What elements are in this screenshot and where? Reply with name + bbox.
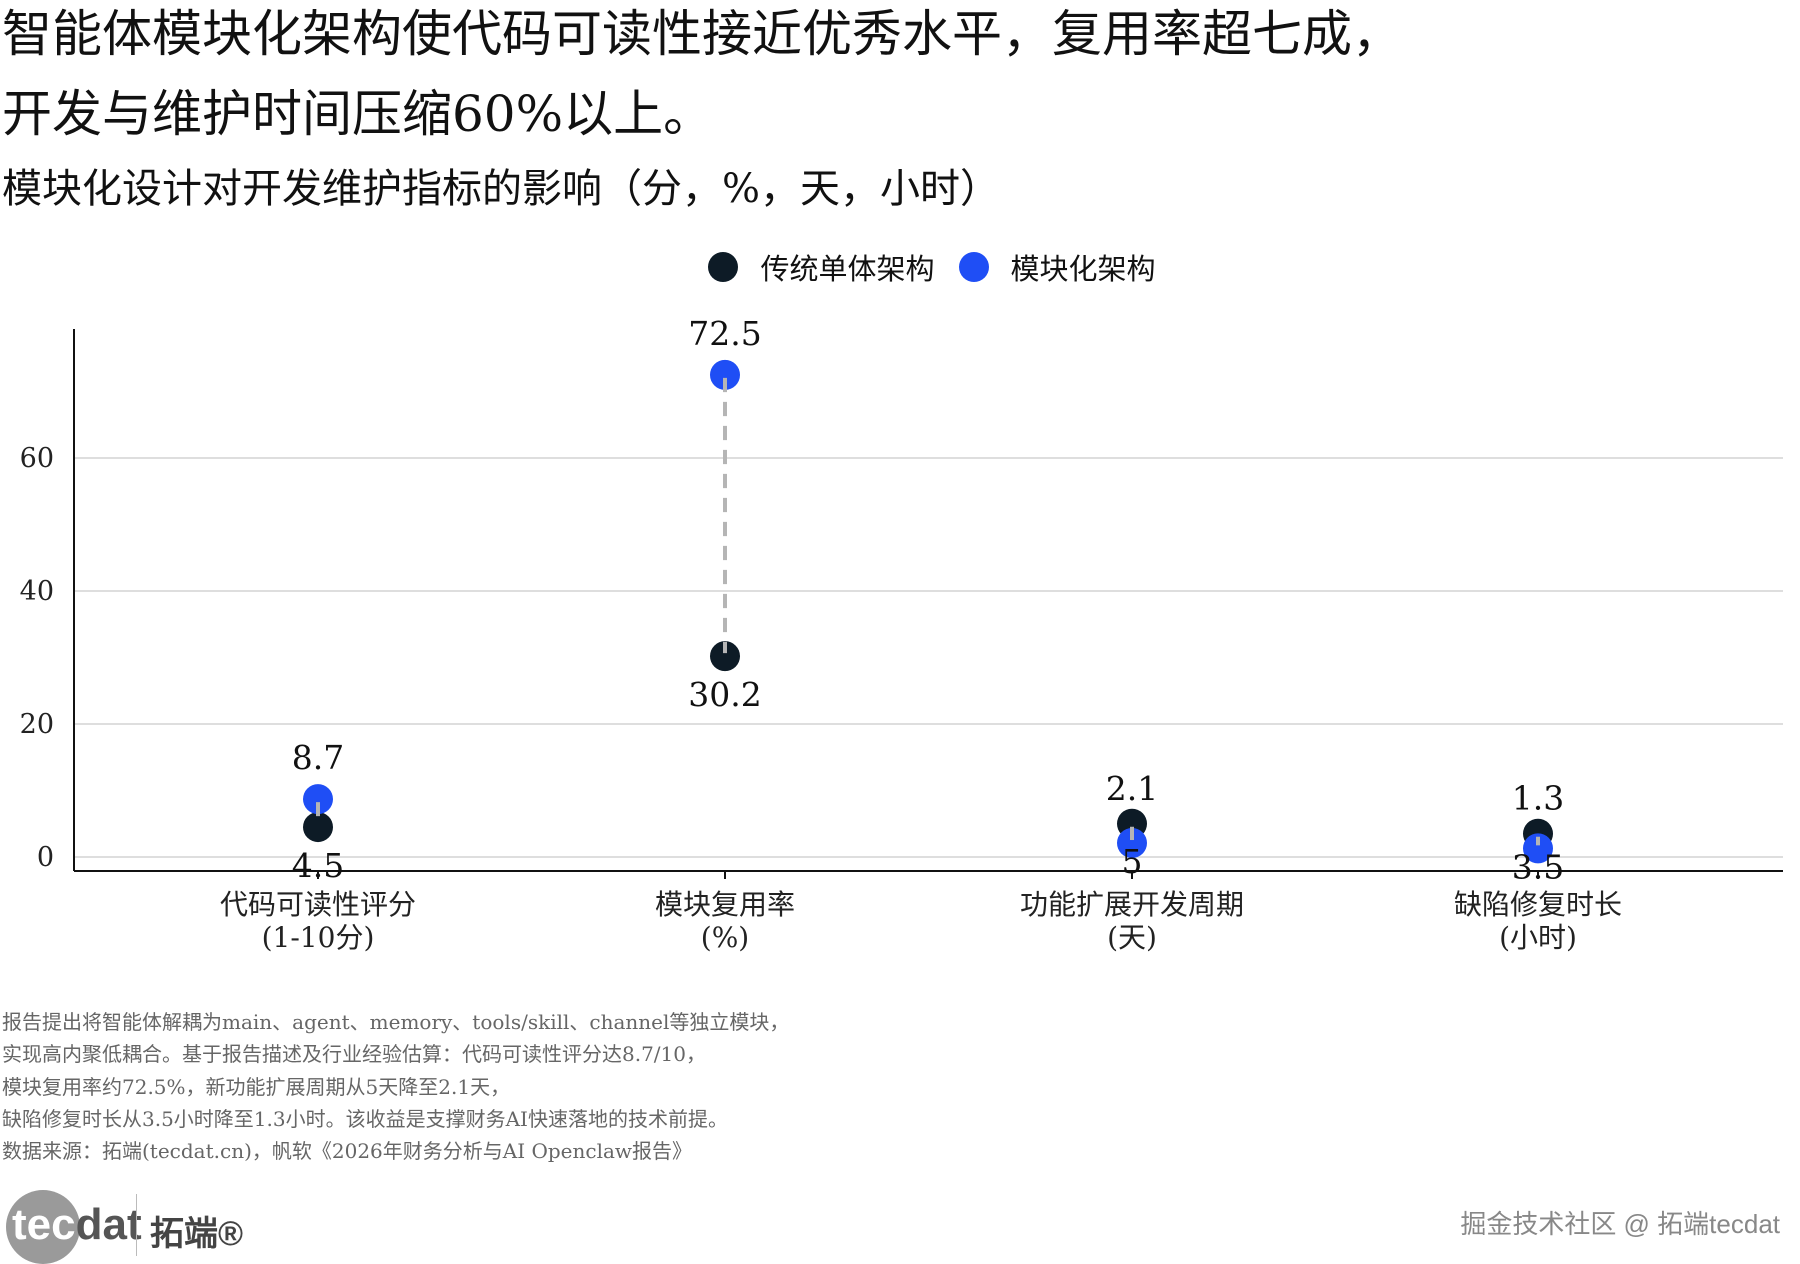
x-tick-label: 缺陷修复时长 [1454, 888, 1622, 921]
logo-cn: 拓端® [150, 1215, 244, 1253]
title-line-1: 智能体模块化架构使代码可读性接近优秀水平，复用率超七成， [2, 5, 1402, 63]
x-tick-label: (%) [701, 921, 749, 954]
legend-item-traditional: 传统单体架构 [708, 246, 935, 288]
footnote-line: 实现高内聚低耦合。基于报告描述及行业经验估算：代码可读性评分达8.7/10， [2, 1042, 706, 1066]
point-traditional [303, 812, 333, 843]
legend-marker-traditional [708, 252, 739, 282]
legend: 传统单体架构 模块化架构 [0, 246, 1800, 288]
point-modular [710, 359, 740, 390]
logo-divider [136, 1194, 137, 1256]
data-label-modular: 1.3 [1512, 779, 1564, 818]
y-tick-label: 40 [20, 576, 54, 607]
x-tick-label: (1-10分) [262, 921, 375, 954]
x-tick-label: 模块复用率 [655, 888, 795, 921]
legend-label: 传统单体架构 [760, 252, 935, 286]
data-label-traditional: 4.5 [292, 846, 344, 885]
point-modular [1523, 833, 1553, 864]
legend-marker-modular [958, 252, 989, 282]
y-tick-label: 0 [37, 842, 54, 873]
point-modular [303, 784, 333, 815]
data-label-modular: 72.5 [688, 314, 761, 353]
x-tick-label: (天) [1107, 921, 1157, 954]
footnote-line: 数据来源：拓端(tecdat.cn)，帆软《2026年财务分析与AI Openc… [2, 1139, 693, 1163]
dumbbell-chart: 0 20 40 60 代码可读性评分(1-10分) 8.7 4.5 模块复用率(%) 72.5 3… [20, 314, 1783, 954]
logo-circle [6, 1190, 80, 1264]
x-tick-label: (小时) [1499, 921, 1577, 954]
data-label-traditional: 5 [1122, 842, 1143, 881]
data-label-modular: 8.7 [292, 738, 344, 777]
footnote-line: 报告提出将智能体解耦为main、agent、memory、tools/skill… [2, 1010, 790, 1034]
x-tick-label: 代码可读性评分 [220, 888, 416, 921]
y-tick-label: 60 [20, 443, 54, 474]
footnote-line: 模块复用率约72.5%，新功能扩展周期从5天降至2.1天， [2, 1075, 511, 1099]
y-tick-label: 20 [20, 709, 54, 740]
chart-subtitle: 模块化设计对开发维护指标的影响（分，%，天，小时） [2, 166, 1001, 212]
footnote-line: 缺陷修复时长从3.5小时降至1.3小时。该收益是支撑财务AI快速落地的技术前提。 [2, 1107, 728, 1131]
x-tick-label: 功能扩展开发周期 [1020, 888, 1244, 921]
legend-label: 模块化架构 [1010, 252, 1156, 286]
watermark: 掘金技术社区 @ 拓端tecdat [1460, 1209, 1780, 1239]
logo-wordmark: tecdat [12, 1200, 142, 1249]
data-label-traditional: 3.5 [1512, 847, 1564, 886]
data-label-modular: 2.1 [1106, 769, 1158, 808]
point-modular [1117, 828, 1147, 859]
point-traditional [710, 641, 740, 672]
title-line-2: 开发与维护时间压缩60%以上。 [2, 85, 714, 143]
legend-item-modular: 模块化架构 [958, 246, 1156, 288]
tecdat-logo: tecdat 拓端® [6, 1190, 243, 1264]
data-label-traditional: 30.2 [688, 675, 761, 714]
